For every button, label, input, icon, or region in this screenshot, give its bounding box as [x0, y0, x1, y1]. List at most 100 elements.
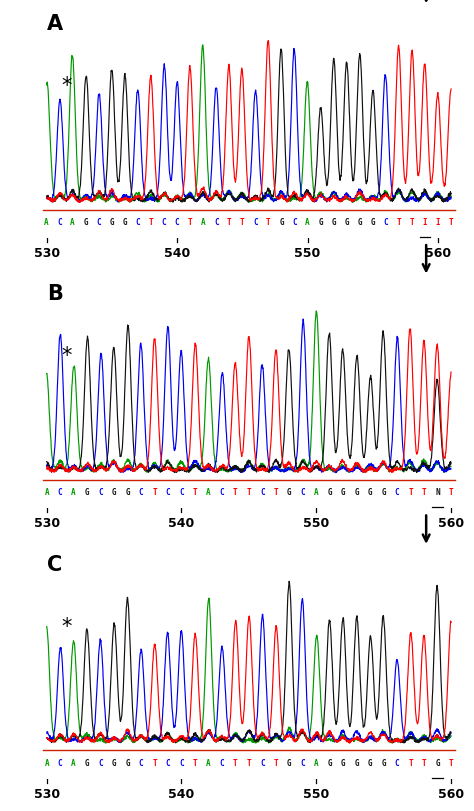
Text: C: C	[166, 759, 170, 768]
Text: 560: 560	[438, 517, 464, 530]
Text: T: T	[408, 488, 413, 497]
Text: 530: 530	[34, 247, 60, 260]
Text: C: C	[301, 759, 305, 768]
Text: G: G	[112, 488, 117, 497]
Text: C: C	[179, 759, 184, 768]
Text: T: T	[397, 218, 401, 227]
Text: B: B	[47, 285, 63, 304]
Text: G: G	[328, 759, 332, 768]
Text: G: G	[109, 218, 114, 227]
Text: 550: 550	[303, 517, 329, 530]
Text: G: G	[112, 759, 117, 768]
Text: G: G	[279, 218, 284, 227]
Text: A: A	[201, 218, 206, 227]
Text: C: C	[162, 218, 166, 227]
Text: G: G	[328, 488, 332, 497]
Text: 550: 550	[303, 787, 329, 800]
Text: A: A	[44, 218, 49, 227]
Text: A: A	[45, 759, 49, 768]
Text: T: T	[227, 218, 232, 227]
Text: A: A	[72, 759, 76, 768]
Text: C: C	[179, 488, 184, 497]
Text: A: A	[206, 759, 211, 768]
Text: C: C	[58, 759, 63, 768]
Text: T: T	[149, 218, 153, 227]
Text: C: C	[47, 555, 62, 575]
Text: G: G	[85, 759, 90, 768]
Text: C: C	[253, 218, 258, 227]
Text: 530: 530	[34, 787, 60, 800]
Text: 550: 550	[294, 247, 321, 260]
Text: T: T	[449, 488, 453, 497]
Text: C: C	[395, 759, 400, 768]
Text: C: C	[301, 488, 305, 497]
Text: C: C	[219, 759, 224, 768]
Text: C: C	[214, 218, 219, 227]
Text: T: T	[408, 759, 413, 768]
Text: G: G	[287, 759, 292, 768]
Text: C: C	[166, 488, 170, 497]
Text: C: C	[175, 218, 179, 227]
Text: G: G	[125, 488, 130, 497]
Text: T: T	[188, 218, 192, 227]
Text: G: G	[381, 488, 386, 497]
Text: C: C	[136, 218, 140, 227]
Text: A: A	[70, 218, 75, 227]
Text: 530: 530	[34, 517, 60, 530]
Text: T: T	[449, 218, 454, 227]
Text: C: C	[139, 759, 143, 768]
Text: G: G	[85, 488, 90, 497]
Text: G: G	[357, 218, 362, 227]
Text: C: C	[98, 759, 103, 768]
Text: T: T	[233, 759, 237, 768]
Text: G: G	[345, 218, 349, 227]
Text: T: T	[152, 488, 157, 497]
Text: C: C	[57, 218, 62, 227]
Text: T: T	[240, 218, 245, 227]
Text: I: I	[436, 218, 440, 227]
Text: G: G	[83, 218, 88, 227]
Text: T: T	[422, 759, 426, 768]
Text: T: T	[410, 218, 414, 227]
Text: T: T	[422, 488, 426, 497]
Text: T: T	[192, 488, 197, 497]
Text: G: G	[355, 488, 359, 497]
Text: C: C	[219, 488, 224, 497]
Text: T: T	[246, 488, 251, 497]
Text: *: *	[61, 76, 72, 96]
Text: T: T	[152, 759, 157, 768]
Text: 540: 540	[168, 517, 195, 530]
Text: G: G	[371, 218, 375, 227]
Text: G: G	[368, 759, 373, 768]
Text: C: C	[260, 759, 264, 768]
Text: G: G	[341, 488, 346, 497]
Text: G: G	[355, 759, 359, 768]
Text: T: T	[233, 488, 237, 497]
Text: C: C	[97, 218, 101, 227]
Text: G: G	[319, 218, 323, 227]
Text: 560: 560	[425, 247, 451, 260]
Text: G: G	[125, 759, 130, 768]
Text: C: C	[260, 488, 264, 497]
Text: C: C	[139, 488, 143, 497]
Text: A: A	[305, 218, 310, 227]
Text: 560: 560	[438, 787, 464, 800]
Text: A: A	[45, 488, 49, 497]
Text: A: A	[314, 759, 319, 768]
Text: T: T	[273, 759, 278, 768]
Text: A: A	[206, 488, 211, 497]
Text: G: G	[435, 759, 440, 768]
Text: T: T	[192, 759, 197, 768]
Text: T: T	[273, 488, 278, 497]
Text: A: A	[47, 14, 63, 34]
Text: 540: 540	[164, 247, 190, 260]
Text: G: G	[341, 759, 346, 768]
Text: G: G	[381, 759, 386, 768]
Text: G: G	[287, 488, 292, 497]
Text: *: *	[62, 616, 72, 637]
Text: N: N	[435, 488, 440, 497]
Text: T: T	[266, 218, 271, 227]
Text: G: G	[368, 488, 373, 497]
Text: A: A	[72, 488, 76, 497]
Text: G: G	[123, 218, 127, 227]
